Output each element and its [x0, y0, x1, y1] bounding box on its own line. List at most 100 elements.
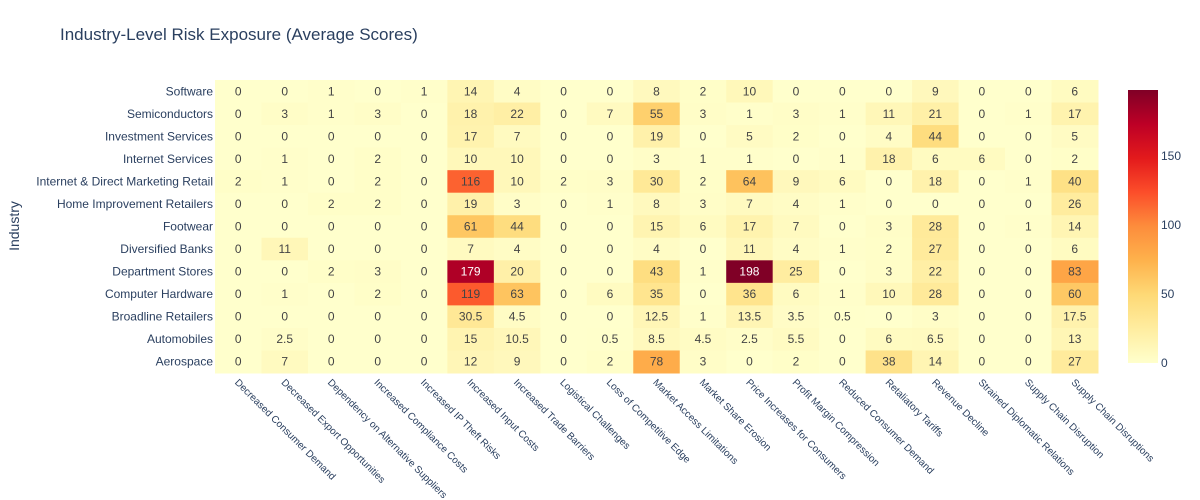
heatmap-cell — [1005, 192, 1053, 216]
cell-value-label: 4 — [514, 242, 521, 256]
cell-value-label: 0 — [328, 152, 335, 166]
x-tick-label: Supply Chain Disruption — [1022, 377, 1106, 461]
y-tick-label: Broadline Retailers — [112, 310, 213, 324]
heatmap-cell — [1005, 102, 1053, 126]
heatmap-cell — [1051, 192, 1099, 216]
heatmap-cell — [726, 260, 774, 284]
heatmap-cell — [307, 170, 355, 194]
cell-value-label: 0 — [607, 242, 614, 256]
cell-value-label: 0 — [235, 310, 242, 324]
heatmap-cell — [447, 147, 495, 171]
heatmap-cell — [261, 327, 309, 351]
cell-value-label: 43 — [650, 265, 664, 279]
heatmap-cell — [261, 80, 309, 104]
cell-value-label: 0 — [421, 197, 428, 211]
heatmap-cell — [261, 350, 309, 374]
heatmap-cell — [447, 260, 495, 284]
heatmap-cell — [354, 327, 402, 351]
heatmap-cell — [215, 327, 262, 351]
colorbar-gradient — [1128, 90, 1158, 363]
heatmap-cell — [1051, 327, 1099, 351]
cell-value-label: 1 — [700, 310, 707, 324]
heatmap-cell — [819, 305, 867, 329]
heatmap-cell — [447, 125, 495, 149]
heatmap-cells — [215, 80, 1099, 374]
heatmap-cell — [261, 147, 309, 171]
cell-value-label: 179 — [461, 265, 481, 279]
cell-value-label: 19 — [650, 129, 664, 143]
cell-value-label: 14 — [464, 84, 478, 98]
heatmap-cell — [354, 170, 402, 194]
heatmap-cell — [1051, 305, 1099, 329]
heatmap-cell — [586, 305, 634, 329]
heatmap-cell — [865, 170, 913, 194]
heatmap-cell — [354, 125, 402, 149]
cell-value-label: 0 — [978, 197, 985, 211]
heatmap-cell — [865, 147, 913, 171]
cell-value-label: 0 — [978, 220, 985, 234]
heatmap-cell — [912, 147, 960, 171]
cell-value-label: 0 — [328, 242, 335, 256]
heatmap-cell — [540, 260, 588, 284]
cell-value-label: 1 — [1025, 174, 1032, 188]
cell-value-label: 20 — [510, 265, 524, 279]
heatmap-cell — [772, 147, 820, 171]
cell-value-label: 6 — [700, 220, 707, 234]
cell-value-label: 1 — [839, 242, 846, 256]
cell-value-label: 4 — [886, 129, 893, 143]
heatmap-cell — [400, 350, 448, 374]
cell-value-label: 1 — [281, 287, 288, 301]
heatmap-cell — [307, 102, 355, 126]
x-tick-label: Decreased Consumer Demand — [232, 377, 337, 482]
cell-value-label: 0 — [978, 107, 985, 121]
heatmap-cell — [958, 125, 1006, 149]
heatmap-cell — [679, 192, 727, 216]
cell-value-label: 0 — [1025, 355, 1032, 369]
cell-value-label: 0 — [421, 174, 428, 188]
cell-value-label: 0 — [1025, 265, 1032, 279]
cell-value-label: 28 — [929, 220, 943, 234]
cell-value-label: 3 — [932, 310, 939, 324]
heatmap-cell — [540, 327, 588, 351]
heatmap-cell — [958, 192, 1006, 216]
cell-value-label: 4.5 — [509, 310, 526, 324]
heatmap-cell — [307, 282, 355, 306]
cell-value-label: 17.5 — [1063, 310, 1087, 324]
cell-value-label: 0 — [281, 197, 288, 211]
cell-value-label: 1 — [1025, 220, 1032, 234]
cell-value-label: 36 — [743, 287, 757, 301]
cell-value-label: 4 — [793, 197, 800, 211]
heatmap-cell — [679, 260, 727, 284]
cell-value-label: 55 — [650, 107, 664, 121]
heatmap-cell — [633, 215, 681, 239]
cell-value-label: 0 — [328, 174, 335, 188]
cell-value-label: 0 — [421, 287, 428, 301]
colorbar-tick-label: 100 — [1161, 218, 1181, 232]
cell-value-label: 0 — [839, 84, 846, 98]
heatmap-cell — [958, 237, 1006, 261]
cell-value-label: 0 — [839, 355, 846, 369]
heatmap-cell — [354, 102, 402, 126]
cell-value-label: 8 — [653, 84, 660, 98]
heatmap-cell — [958, 170, 1006, 194]
cell-value-label: 0 — [235, 152, 242, 166]
cell-value-label: 0 — [1025, 129, 1032, 143]
cell-value-label: 44 — [510, 220, 524, 234]
heatmap-cell — [307, 327, 355, 351]
cell-value-label: 3 — [374, 107, 381, 121]
cell-value-label: 0 — [560, 107, 567, 121]
colorbar-tick-label: 50 — [1161, 287, 1175, 301]
heatmap-cell — [865, 350, 913, 374]
cell-value-label: 4 — [653, 242, 660, 256]
cell-value-label: 0 — [328, 355, 335, 369]
heatmap-cell — [215, 305, 262, 329]
cell-value-label: 0 — [607, 129, 614, 143]
heatmap-cell — [215, 215, 262, 239]
heatmap-cell — [354, 237, 402, 261]
heatmap-cell — [400, 147, 448, 171]
cell-value-label: 0 — [235, 197, 242, 211]
cell-value-label: 0 — [886, 174, 893, 188]
y-tick-label: Internet Services — [123, 152, 213, 166]
cell-value-label: 17 — [1068, 107, 1082, 121]
heatmap-cell — [912, 215, 960, 239]
